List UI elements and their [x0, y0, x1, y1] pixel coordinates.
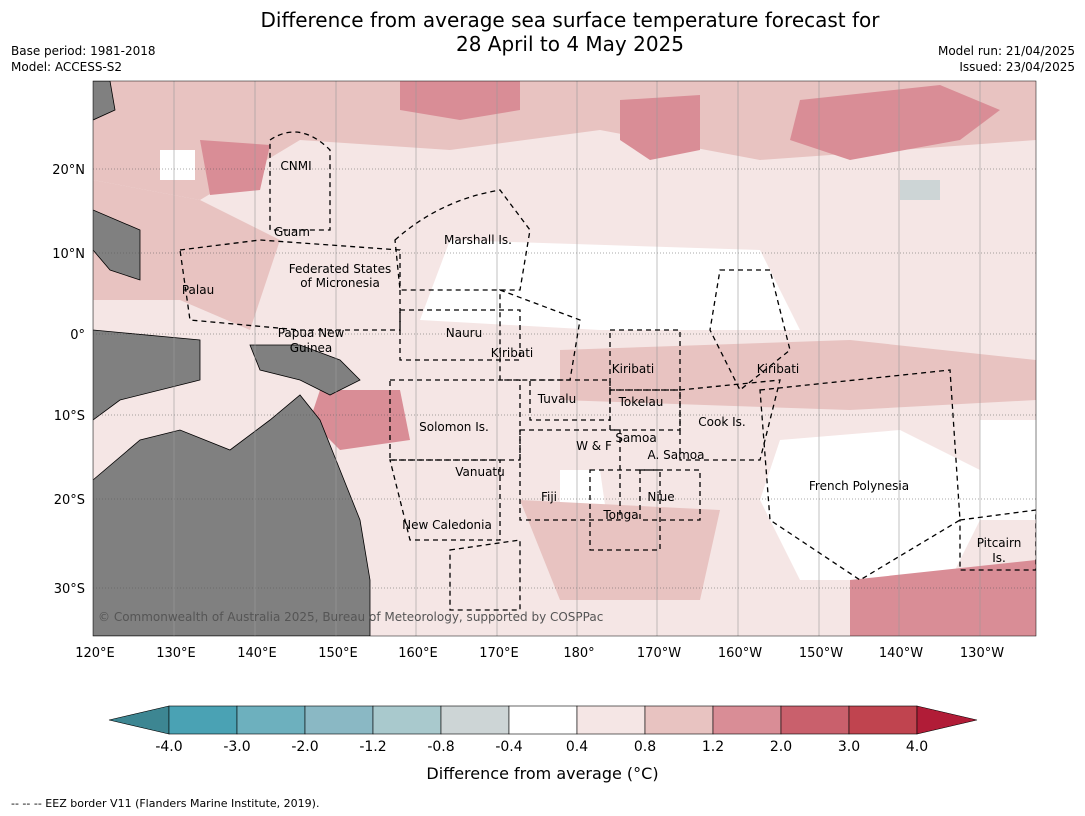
- region-label: New Caledonia: [402, 518, 492, 532]
- png-land: [249, 344, 361, 396]
- colorbar-swatch: [304, 705, 374, 735]
- colorbar-label: 3.0: [838, 739, 860, 755]
- colorbar-swatch: [236, 705, 306, 735]
- issued-date: Issued: 23/04/2025: [959, 60, 1075, 74]
- model-name: Model: ACCESS-S2: [11, 60, 123, 74]
- title-line-1: Difference from average sea surface temp…: [260, 8, 880, 32]
- lon-tick-label: 160°E: [398, 646, 438, 661]
- colorbar-label: -3.0: [223, 739, 250, 755]
- graticule: [93, 81, 1036, 636]
- region-label: Papua New: [278, 326, 345, 340]
- colorbar-swatch: [168, 705, 238, 735]
- colorbar-label: 4.0: [906, 739, 928, 755]
- region-label: CNMI: [280, 159, 311, 173]
- colorbar-label: 2.0: [770, 739, 792, 755]
- lon-tick-label: 150°E: [318, 646, 358, 661]
- lon-tick-label: 170°W: [637, 646, 681, 661]
- colorbar-label: -1.2: [359, 739, 386, 755]
- region-label: Palau: [182, 283, 214, 297]
- region-label: Fiji: [541, 490, 557, 504]
- region-label: Kiribati: [757, 362, 799, 376]
- australia-land: [93, 394, 371, 636]
- meta-left: Base period: 1981-2018 Model: ACCESS-S2: [11, 43, 156, 75]
- chart-title: Difference from average sea surface temp…: [0, 8, 1085, 56]
- colorbar-labels: -4.0 -3.0 -2.0 -1.2 -0.8 -0.4 0.4 0.8 1.2 2.0 3.0 4…: [155, 739, 928, 755]
- region-label: Kiribati: [612, 362, 654, 376]
- land: [93, 81, 371, 636]
- lon-tick-label: 140°E: [237, 646, 277, 661]
- lat-tick-label: 10°N: [52, 247, 85, 262]
- lon-tick-label: 150°W: [799, 646, 843, 661]
- latitude-ticks: 20°N 10°N 0° 10°S 20°S 30°S: [52, 163, 85, 597]
- region-label: Tuvalu: [537, 392, 577, 406]
- colorbar-extend-high: [916, 705, 978, 735]
- colorbar-swatch: [848, 705, 918, 735]
- colorbar-title: Difference from average (°C): [426, 764, 659, 783]
- lon-tick-label: 120°E: [75, 646, 115, 661]
- region-label: Tokelau: [618, 395, 664, 409]
- region-label: Cook Is.: [698, 415, 745, 429]
- lon-tick-label: 140°W: [879, 646, 923, 661]
- model-run: Model run: 21/04/2025: [937, 44, 1075, 58]
- colorbar: [108, 705, 978, 735]
- meta-right: Model run: 21/04/2025 Issued: 23/04/2025: [938, 43, 1075, 75]
- colorbar-label: -2.0: [291, 739, 318, 755]
- region-label: French Polynesia: [809, 479, 909, 493]
- region-label: Nauru: [446, 326, 482, 340]
- colorbar-label: -4.0: [155, 739, 182, 755]
- colorbar-swatch: [644, 705, 714, 735]
- lat-tick-label: 20°S: [54, 493, 85, 508]
- region-label: Guam: [274, 225, 310, 239]
- region-label: W & F: [576, 439, 612, 453]
- region-label: Samoa: [615, 431, 656, 445]
- lat-tick-label: 0°: [70, 328, 85, 343]
- philippines-land: [93, 209, 141, 281]
- colorbar-extend-low: [108, 705, 170, 735]
- region-label: Pitcairn: [977, 536, 1022, 550]
- lon-tick-label: 170°E: [479, 646, 519, 661]
- colorbar-label: 1.2: [702, 739, 724, 755]
- base-period: Base period: 1981-2018: [11, 44, 156, 58]
- lat-tick-label: 20°N: [52, 163, 85, 178]
- region-label: A. Samoa: [648, 448, 705, 462]
- region-label: Kiribati: [491, 346, 533, 360]
- region-label: Marshall Is.: [444, 233, 512, 247]
- region-label: Federated States: [289, 262, 391, 276]
- colorbar-swatch: [440, 705, 510, 735]
- eez-borders: [179, 131, 1036, 611]
- copyright-notice: © Commonwealth of Australia 2025, Bureau…: [98, 610, 603, 624]
- lon-tick-label: 130°E: [156, 646, 196, 661]
- region-label: Guinea: [290, 341, 333, 355]
- colorbar-swatch: [780, 705, 850, 735]
- colorbar-label: 0.8: [634, 739, 656, 755]
- longitude-ticks: 120°E 130°E 140°E 150°E 160°E 170°E 180° 170°W 1…: [75, 646, 1004, 661]
- map-frame: [92, 80, 1037, 637]
- eez-legend-note: -- -- -- EEZ border V11 (Flanders Marine…: [11, 797, 320, 810]
- region-label: of Micronesia: [300, 276, 380, 290]
- region-label: Solomon Is.: [419, 420, 489, 434]
- lat-tick-label: 10°S: [54, 409, 85, 424]
- anomaly-shading: [93, 81, 1036, 636]
- colorbar-swatch: [508, 705, 578, 735]
- lon-tick-label: 160°W: [718, 646, 762, 661]
- lat-tick-label: 30°S: [54, 582, 85, 597]
- colorbar-swatch: [576, 705, 646, 735]
- colorbar-label: -0.4: [495, 739, 522, 755]
- region-label: Vanuatu: [455, 465, 505, 479]
- colorbar-label: -0.8: [427, 739, 454, 755]
- title-line-2: 28 April to 4 May 2025: [456, 32, 684, 56]
- lon-tick-label: 130°W: [960, 646, 1004, 661]
- region-label: Tonga: [602, 508, 638, 522]
- asia-land: [93, 81, 116, 121]
- region-label: Niue: [647, 490, 674, 504]
- region-label: Is.: [992, 551, 1006, 565]
- colorbar-swatch: [372, 705, 442, 735]
- colorbar-label: 0.4: [566, 739, 588, 755]
- indonesia-land: [93, 329, 201, 421]
- colorbar-swatch: [712, 705, 782, 735]
- lon-tick-label: 180°: [563, 646, 594, 661]
